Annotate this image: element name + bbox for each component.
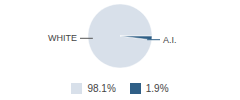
svg-text:WHITE: WHITE xyxy=(48,33,77,43)
html-text:98.1%: 98.1% xyxy=(87,82,116,94)
html-text:1.9%: 1.9% xyxy=(145,82,169,94)
svg-text:A.I.: A.I. xyxy=(163,35,177,45)
